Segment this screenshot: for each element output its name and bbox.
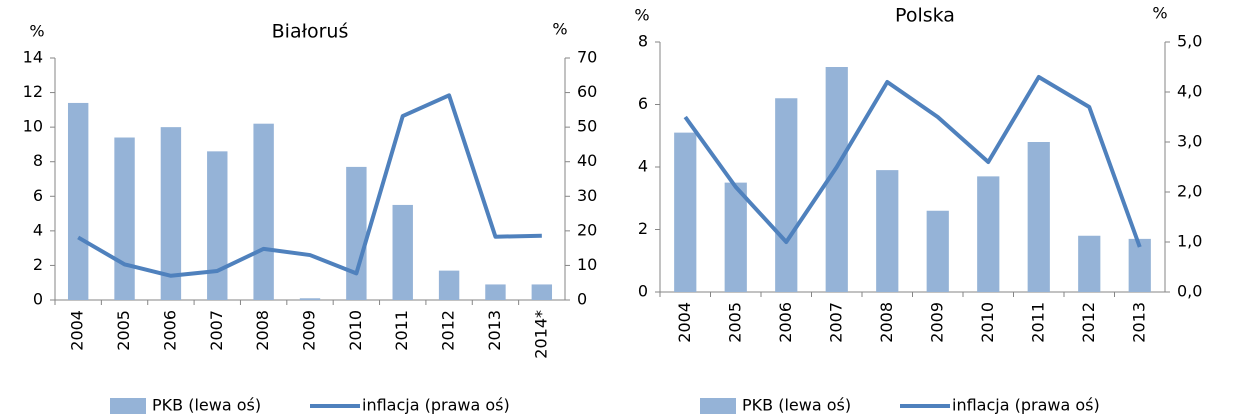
x-tick-label: 2007: [826, 302, 845, 343]
y-axis-label: %: [634, 6, 649, 25]
y2-tick-label: 10: [577, 255, 597, 274]
y-tick-label: 10: [23, 117, 43, 136]
bar: [825, 67, 848, 292]
y2-tick-label: 0,0: [1177, 282, 1202, 301]
y2-axis-label: %: [552, 20, 567, 39]
y-tick-label: 6: [33, 186, 43, 205]
x-tick-label: 2010: [978, 302, 997, 343]
x-tick-label: 2004: [68, 310, 87, 351]
x-tick-label: 2005: [725, 302, 744, 343]
x-tick-label: 2009: [927, 302, 946, 343]
x-tick-label: 2004: [675, 302, 694, 343]
bar: [1078, 235, 1101, 292]
y2-tick-label: 40: [577, 151, 597, 170]
legend-swatch: [110, 398, 146, 414]
bar: [1128, 238, 1151, 292]
y2-tick-label: 20: [577, 220, 597, 239]
bar: [485, 284, 506, 300]
y-tick-label: 0: [33, 290, 43, 309]
x-tick-label: 2013: [485, 310, 504, 351]
chart-title: Białoruś: [272, 21, 349, 43]
y-tick-label: 6: [638, 94, 648, 113]
bar: [392, 204, 413, 300]
y2-tick-label: 4,0: [1177, 82, 1202, 101]
bar: [724, 182, 747, 292]
bar: [253, 123, 274, 300]
x-tick-label: 2013: [1129, 302, 1148, 343]
y2-tick-label: 0: [577, 290, 587, 309]
y2-axis-label: %: [1152, 4, 1167, 23]
y2-tick-label: 2,0: [1177, 182, 1202, 201]
legend-label: PKB (lewa oś): [742, 396, 851, 415]
bar: [299, 298, 321, 300]
y-axis-label: %: [29, 22, 44, 41]
y2-tick-label: 5,0: [1177, 32, 1202, 51]
bar: [1027, 142, 1050, 292]
bar: [114, 137, 135, 300]
x-tick-label: 2008: [253, 310, 272, 351]
y-tick-label: 2: [638, 219, 648, 238]
y-tick-label: 8: [638, 32, 648, 51]
y-tick-label: 2: [33, 255, 43, 274]
x-tick-label: 2014*: [531, 310, 550, 359]
y-tick-label: 4: [33, 220, 43, 239]
chart-title: Polska: [895, 5, 955, 27]
x-tick-label: 2011: [392, 310, 411, 351]
y-tick-label: 12: [23, 82, 43, 101]
bar: [67, 102, 89, 300]
y2-tick-label: 70: [577, 48, 597, 67]
legend-swatch: [700, 398, 736, 414]
y2-tick-label: 30: [577, 186, 597, 205]
y-tick-label: 4: [638, 157, 648, 176]
x-tick-label: 2006: [160, 310, 179, 351]
x-tick-label: 2005: [114, 310, 133, 351]
bar: [674, 132, 697, 292]
bar: [531, 284, 553, 300]
bar: [876, 170, 899, 292]
y-tick-label: 8: [33, 151, 43, 170]
y-tick-label: 0: [638, 282, 648, 301]
y-tick-label: 14: [23, 48, 43, 67]
bar: [438, 270, 460, 300]
x-tick-label: 2010: [346, 310, 365, 351]
legend-label: inflacja (prawa oś): [362, 396, 510, 415]
bar: [207, 151, 228, 300]
y2-tick-label: 3,0: [1177, 132, 1202, 151]
line: [77, 93, 542, 278]
legend-label: PKB (lewa oś): [152, 396, 261, 415]
x-tick-label: 2011: [1028, 302, 1047, 343]
x-tick-label: 2006: [776, 302, 795, 343]
bar: [926, 210, 949, 292]
legend-label: inflacja (prawa oś): [952, 396, 1100, 415]
y2-tick-label: 50: [577, 117, 597, 136]
y2-tick-label: 60: [577, 82, 597, 101]
bar: [775, 98, 798, 292]
y2-tick-label: 1,0: [1177, 232, 1202, 251]
bar: [346, 166, 367, 300]
x-tick-label: 2007: [207, 310, 226, 351]
x-tick-label: 2008: [877, 302, 896, 343]
line: [683, 75, 1142, 248]
bar: [977, 176, 1000, 292]
bar: [160, 127, 182, 301]
x-tick-label: 2009: [300, 310, 319, 351]
x-tick-label: 2012: [439, 310, 458, 351]
x-tick-label: 2012: [1079, 302, 1098, 343]
